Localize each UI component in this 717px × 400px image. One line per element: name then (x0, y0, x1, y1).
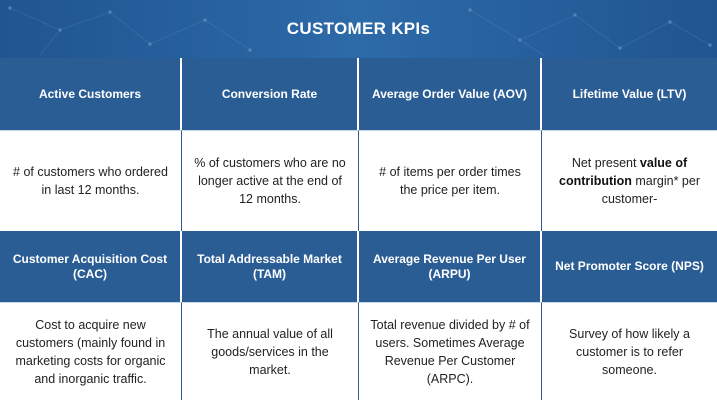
kpi-header-conversion-rate: Conversion Rate (182, 58, 359, 130)
network-pattern (8, 6, 712, 57)
kpi-description-average-revenue-per-user: Total revenue divided by # of users. Som… (359, 302, 542, 400)
kpi-header-net-promoter-score: Net Promoter Score (NPS) (542, 231, 717, 302)
kpi-description-lifetime-value: Net present value of contribution margin… (542, 130, 717, 231)
kpi-header-total-addressable-market: Total Addressable Market (TAM) (182, 231, 359, 302)
ltv-description-bold: value of contribution (559, 156, 688, 188)
kpi-description-total-addressable-market: The annual value of all goods/services i… (182, 302, 359, 400)
page-title: CUSTOMER KPIs (286, 19, 431, 38)
kpi-grid: Active Customers Conversion Rate Average… (0, 58, 717, 400)
kpi-header-average-order-value: Average Order Value (AOV) (359, 58, 542, 130)
title-banner: CUSTOMER KPIs (0, 0, 717, 58)
kpi-description-conversion-rate: % of customers who are no longer active … (182, 130, 359, 231)
kpi-header-active-customers: Active Customers (0, 58, 182, 130)
kpi-description-active-customers: # of customers who ordered in last 12 mo… (0, 130, 182, 231)
ltv-description-pre: Net present (571, 156, 640, 170)
ltv-description-post: margin* per customer- (601, 174, 700, 206)
kpi-header-customer-acquisition-cost: Customer Acquisition Cost (CAC) (0, 231, 182, 302)
kpi-header-lifetime-value: Lifetime Value (LTV) (542, 58, 717, 130)
kpi-description-net-promoter-score: Survey of how likely a customer is to re… (542, 302, 717, 400)
kpi-header-average-revenue-per-user: Average Revenue Per User (ARPU) (359, 231, 542, 302)
kpi-description-average-order-value: # of items per order times the price per… (359, 130, 542, 231)
kpi-description-customer-acquisition-cost: Cost to acquire new customers (mainly fo… (0, 302, 182, 400)
